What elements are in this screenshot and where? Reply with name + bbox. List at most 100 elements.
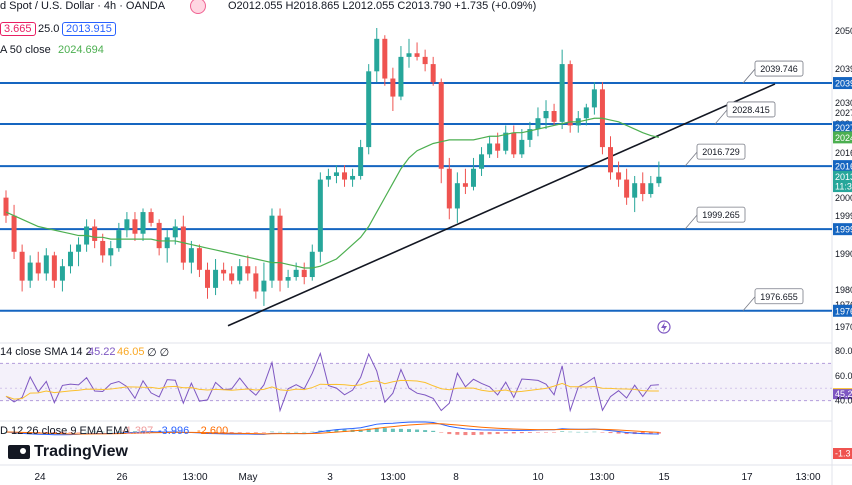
macd-hist-bar bbox=[447, 432, 452, 435]
rsi-legend-label: 14 close SMA 14 2 bbox=[0, 346, 92, 358]
macd-hist-bar bbox=[84, 431, 89, 433]
candle-body bbox=[430, 64, 436, 83]
candle-body bbox=[301, 269, 307, 278]
candle-body bbox=[148, 212, 154, 223]
macd-hist-bar bbox=[310, 431, 315, 433]
time-tick-label: May bbox=[239, 472, 258, 483]
price-tick-label: 2030 bbox=[835, 98, 852, 108]
candle-body bbox=[398, 56, 404, 97]
rsi-sma-legend-value: 46.05 bbox=[117, 346, 145, 358]
candle-body bbox=[59, 266, 65, 281]
candle-body bbox=[470, 168, 476, 187]
price-badge-bg bbox=[833, 170, 852, 183]
price-tick-label: 2050 bbox=[835, 26, 852, 36]
settings-icon[interactable] bbox=[190, 0, 206, 14]
candle-body bbox=[100, 240, 106, 256]
candle-body bbox=[156, 222, 162, 249]
candle-body bbox=[333, 172, 339, 176]
macd-hist-bar bbox=[382, 428, 387, 432]
candle-body bbox=[277, 215, 283, 281]
price-tick-label: 1980 bbox=[835, 285, 852, 295]
candle-body bbox=[132, 219, 138, 234]
candle-body bbox=[366, 71, 372, 148]
macd-hist-bar bbox=[302, 431, 307, 433]
candle-body bbox=[221, 269, 227, 274]
macd-hist-bar bbox=[648, 432, 653, 434]
candle-body bbox=[559, 64, 565, 122]
candle-body bbox=[616, 172, 622, 180]
candle-body bbox=[67, 251, 73, 267]
macd-hist-bar bbox=[423, 430, 428, 432]
trendline bbox=[227, 83, 776, 327]
macd-hist-bar bbox=[640, 432, 645, 435]
macd-hist-bar bbox=[535, 432, 540, 433]
time-tick-label: 15 bbox=[658, 472, 670, 483]
macd-hist-bar bbox=[52, 432, 57, 434]
macd-hist-bar bbox=[60, 432, 65, 433]
level-callout-leader-4 bbox=[742, 296, 756, 312]
macd-hist-bar bbox=[519, 432, 524, 434]
macd-hist-bar bbox=[471, 432, 476, 436]
ma-legend-value: 2024.694 bbox=[58, 44, 104, 56]
macd-hist-bar bbox=[495, 432, 500, 434]
macd-hist-bar bbox=[390, 428, 395, 432]
macd-hist-bar bbox=[398, 428, 403, 432]
rsi-legend-extra: ∅ ∅ bbox=[147, 347, 170, 359]
candle-body bbox=[43, 255, 49, 274]
time-tick-label: 3 bbox=[327, 472, 333, 483]
candle-body bbox=[640, 183, 646, 195]
candle-body bbox=[511, 132, 517, 155]
candle-body bbox=[140, 212, 146, 234]
candle-body bbox=[325, 175, 331, 180]
macd-hist-value: -1.397 bbox=[122, 425, 154, 437]
candle-body bbox=[567, 64, 573, 126]
ma-legend-label: A 50 close bbox=[0, 44, 51, 56]
macd-hist-bar bbox=[334, 429, 339, 432]
buy-price-badge[interactable]: 2013.915 bbox=[62, 22, 116, 36]
price-badge-label: 2016 bbox=[835, 162, 852, 172]
sell-price-badge[interactable]: 3.665 bbox=[0, 22, 36, 36]
candle-body bbox=[495, 143, 501, 151]
rsi-badge-bg bbox=[833, 389, 852, 400]
time-tick-label: 24 bbox=[34, 472, 46, 483]
sell-price: 3.665 bbox=[0, 22, 36, 36]
tradingview-logo-text: TradingView bbox=[34, 443, 128, 460]
price-tick-label: 2000 bbox=[835, 193, 852, 203]
price-badge-bg bbox=[833, 304, 852, 317]
candle-body bbox=[213, 269, 219, 288]
macd-hist-bar bbox=[366, 428, 371, 432]
macd-hist-bar bbox=[656, 432, 661, 434]
price-badge-bg bbox=[833, 121, 852, 134]
candle-body bbox=[446, 168, 452, 209]
candle-body bbox=[503, 132, 509, 151]
macd-hist-bar bbox=[560, 431, 565, 432]
rsi-tick-label: 45.2 bbox=[835, 389, 852, 399]
macd-hist-bar bbox=[527, 432, 532, 433]
tradingview-logo: TradingView bbox=[8, 443, 128, 461]
candle-body bbox=[317, 179, 323, 252]
candle-body bbox=[245, 266, 251, 274]
macd-hist-bar bbox=[44, 432, 49, 434]
macd-hist-bar bbox=[592, 431, 597, 433]
candle-body bbox=[172, 226, 178, 238]
candle-body bbox=[19, 251, 25, 281]
candle-body bbox=[414, 53, 420, 57]
macd-hist-bar bbox=[439, 432, 444, 433]
candle-body bbox=[76, 244, 82, 252]
price-badge-bg bbox=[833, 180, 852, 193]
candle-body bbox=[196, 248, 202, 270]
time-tick-label: 26 bbox=[116, 472, 128, 483]
macd-hist-bar bbox=[124, 431, 129, 432]
candle-body bbox=[527, 129, 533, 140]
candle-body bbox=[543, 111, 549, 119]
level-callout-label-0: 2039.746 bbox=[760, 64, 798, 74]
lightning-icon bbox=[657, 320, 671, 334]
macd-hist-bar bbox=[415, 429, 420, 432]
level-callout-box-3 bbox=[696, 206, 746, 223]
time-tick-label: 10 bbox=[532, 472, 544, 483]
candle-body bbox=[229, 273, 235, 281]
price-badge-label: 2024 bbox=[835, 133, 852, 143]
macd-hist-bar bbox=[374, 427, 379, 432]
price-badge-label: 1976 bbox=[835, 306, 852, 316]
